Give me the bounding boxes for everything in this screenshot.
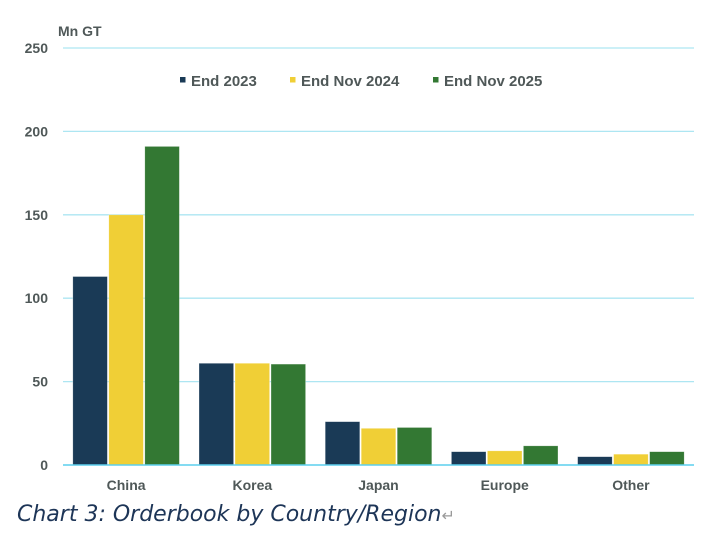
legend-swatch xyxy=(180,77,186,83)
legend-item: End 2023 xyxy=(180,73,257,90)
y-tick-label: 150 xyxy=(25,207,49,223)
y-tick-label: 200 xyxy=(25,123,49,139)
legend-item: End Nov 2024 xyxy=(290,73,400,90)
y-tick-label: 100 xyxy=(25,290,49,306)
x-tick-label: Europe xyxy=(481,477,529,493)
legend-item: End Nov 2025 xyxy=(433,73,542,90)
legend-swatch xyxy=(290,77,296,83)
x-tick-label: Other xyxy=(612,477,650,493)
bar-other-end-nov-2024 xyxy=(613,453,649,466)
bar-china-end-2023 xyxy=(72,276,108,466)
legend-label: End Nov 2025 xyxy=(444,73,542,90)
bar-japan-end-nov-2024 xyxy=(360,428,397,466)
x-tick-label: Japan xyxy=(358,477,398,493)
bar-china-end-nov-2025 xyxy=(144,146,180,466)
chart-caption: Chart 3: Orderbook by Country/Region↵ xyxy=(17,502,455,527)
bar-korea-end-nov-2024 xyxy=(234,362,270,466)
legend-label: End Nov 2024 xyxy=(301,73,400,90)
bar-europe-end-nov-2025 xyxy=(523,445,559,466)
x-axis-tick-labels: China Korea Japan Europe Other xyxy=(107,477,650,493)
legend-label: End 2023 xyxy=(191,73,257,90)
bar-other-end-nov-2025 xyxy=(649,451,685,466)
legend: End 2023 End Nov 2024 End Nov 2025 xyxy=(180,73,542,90)
bar-other-end-2023 xyxy=(577,456,613,466)
bar-japan-end-nov-2025 xyxy=(396,427,433,466)
y-tick-label: 50 xyxy=(32,374,48,390)
bar-japan-end-2023 xyxy=(324,421,361,466)
x-tick-label: China xyxy=(107,477,146,493)
bar-europe-end-nov-2024 xyxy=(487,450,523,466)
x-tick-label: Korea xyxy=(232,477,272,493)
caption-text: Chart 3: Orderbook by Country/Region xyxy=(17,502,442,527)
y-tick-label: 250 xyxy=(25,40,49,56)
legend-swatch xyxy=(433,77,439,83)
return-mark-icon: ↵ xyxy=(441,506,455,525)
bar-chart: 0 50 100 150 200 250 Mn GT China Korea Japan Eur… xyxy=(25,23,694,493)
bars xyxy=(72,146,685,466)
y-tick-label: 0 xyxy=(40,457,48,473)
bar-europe-end-2023 xyxy=(451,451,487,466)
bar-china-end-nov-2024 xyxy=(108,214,144,466)
bar-korea-end-2023 xyxy=(198,362,234,466)
y-axis-unit-label: Mn GT xyxy=(58,23,102,39)
bar-korea-end-nov-2025 xyxy=(270,363,306,466)
y-axis-tick-labels: 0 50 100 150 200 250 xyxy=(25,40,49,473)
